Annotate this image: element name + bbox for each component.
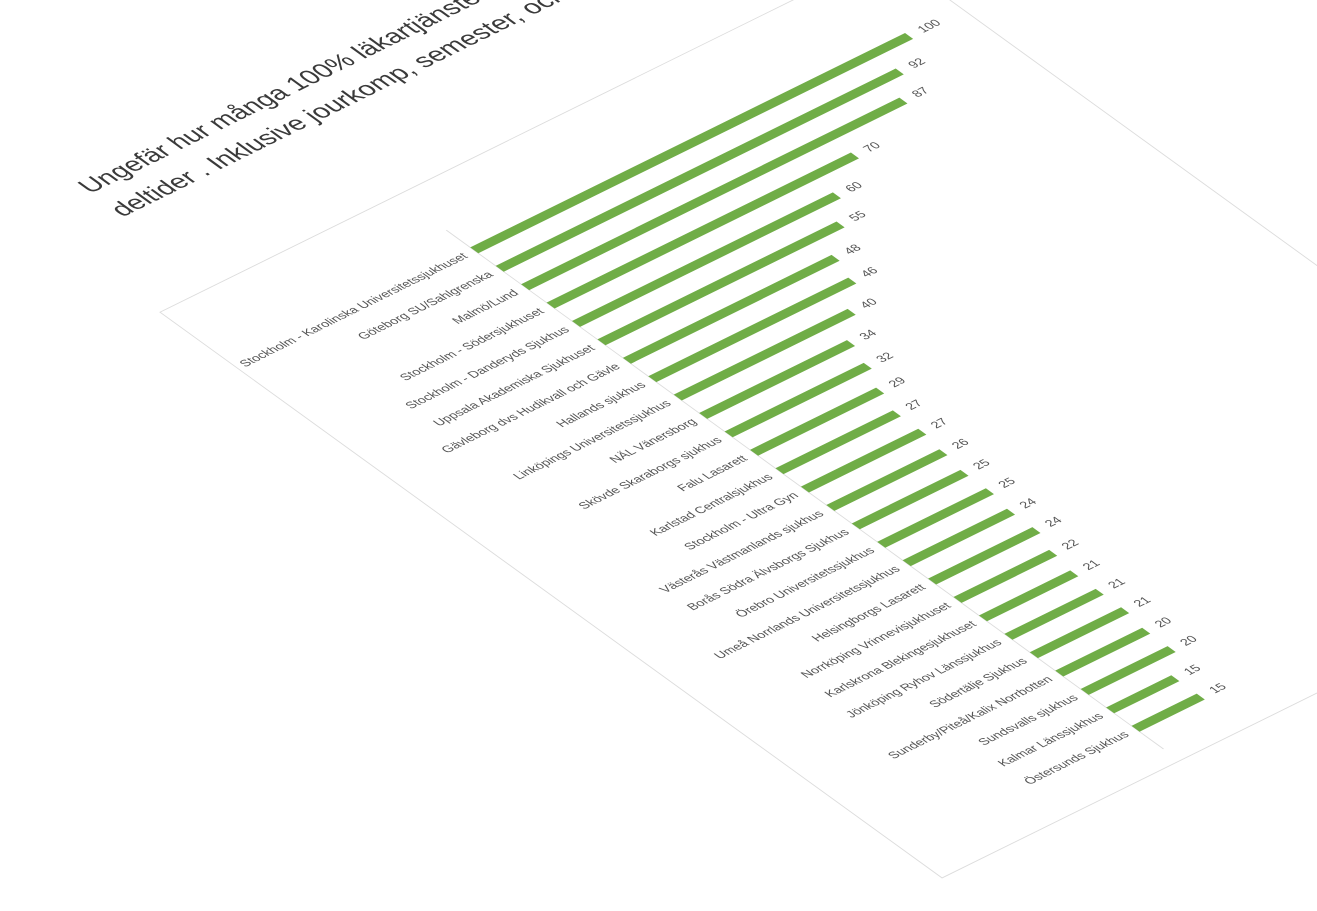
bar-11 bbox=[724, 362, 872, 438]
category-label-26: Kalmar Länssjukhus bbox=[995, 711, 1107, 769]
value-label-14: 27 bbox=[927, 416, 951, 430]
category-label-14: Stockholm - Ultra Gyn bbox=[681, 490, 802, 552]
bar-17 bbox=[877, 488, 994, 548]
value-label-18: 24 bbox=[1016, 496, 1040, 510]
value-label-3: 87 bbox=[909, 85, 933, 99]
bar-3 bbox=[521, 97, 908, 291]
value-label-13: 27 bbox=[902, 398, 926, 412]
value-label-1: 100 bbox=[914, 17, 944, 34]
value-label-22: 21 bbox=[1105, 576, 1129, 590]
bar-4 bbox=[546, 152, 859, 309]
bar-10 bbox=[699, 340, 856, 419]
value-label-24: 20 bbox=[1151, 615, 1175, 629]
category-label-27: Östersunds Sjukhus bbox=[1021, 729, 1133, 787]
value-label-2: 92 bbox=[905, 56, 929, 70]
value-label-8: 46 bbox=[857, 265, 881, 279]
value-label-12: 29 bbox=[885, 375, 909, 389]
category-axis-line bbox=[445, 229, 1164, 750]
bar-19 bbox=[928, 527, 1041, 585]
value-label-20: 22 bbox=[1058, 537, 1082, 551]
bar-24 bbox=[1055, 627, 1151, 677]
bar-20 bbox=[953, 549, 1058, 603]
value-label-16: 25 bbox=[970, 457, 994, 471]
bar-15 bbox=[826, 449, 948, 511]
bar-1 bbox=[470, 33, 914, 254]
value-label-7: 48 bbox=[841, 242, 865, 256]
bar-7 bbox=[622, 254, 840, 364]
bar-12 bbox=[749, 387, 885, 456]
bar-2 bbox=[495, 68, 904, 272]
value-label-5: 60 bbox=[842, 180, 866, 194]
value-label-6: 55 bbox=[846, 209, 870, 223]
value-label-10: 34 bbox=[856, 327, 880, 341]
bar-6 bbox=[597, 221, 845, 346]
bar-26 bbox=[1106, 675, 1180, 714]
value-label-25: 20 bbox=[1177, 634, 1201, 648]
bar-8 bbox=[648, 277, 857, 383]
bar-21 bbox=[978, 570, 1079, 622]
chart-area-border bbox=[159, 0, 1317, 879]
value-label-23: 21 bbox=[1130, 595, 1154, 609]
chart-plane: Ungefär hur många 100% läkartjänster har… bbox=[71, 0, 1317, 879]
bar-14 bbox=[800, 428, 927, 493]
value-label-11: 32 bbox=[873, 350, 897, 364]
category-label-1: Stockholm - Karolinska Universitetssjukh… bbox=[236, 250, 471, 369]
bar-5 bbox=[571, 192, 841, 327]
bar-9 bbox=[673, 308, 856, 401]
value-label-15: 26 bbox=[948, 437, 972, 451]
value-label-9: 40 bbox=[857, 296, 881, 310]
bar-27 bbox=[1131, 693, 1205, 732]
bar-22 bbox=[1004, 588, 1104, 640]
value-label-21: 21 bbox=[1079, 558, 1103, 572]
value-label-27: 15 bbox=[1206, 681, 1230, 695]
bar-23 bbox=[1029, 607, 1130, 659]
bar-16 bbox=[851, 469, 969, 530]
value-label-4: 70 bbox=[860, 140, 884, 154]
bar-13 bbox=[775, 410, 901, 475]
value-label-26: 15 bbox=[1180, 663, 1204, 677]
bar-25 bbox=[1080, 646, 1176, 695]
category-label-19: Helsingborgs Lasarett bbox=[808, 582, 929, 644]
value-label-19: 24 bbox=[1042, 515, 1066, 529]
bar-18 bbox=[902, 508, 1016, 567]
value-label-17: 25 bbox=[995, 476, 1019, 490]
